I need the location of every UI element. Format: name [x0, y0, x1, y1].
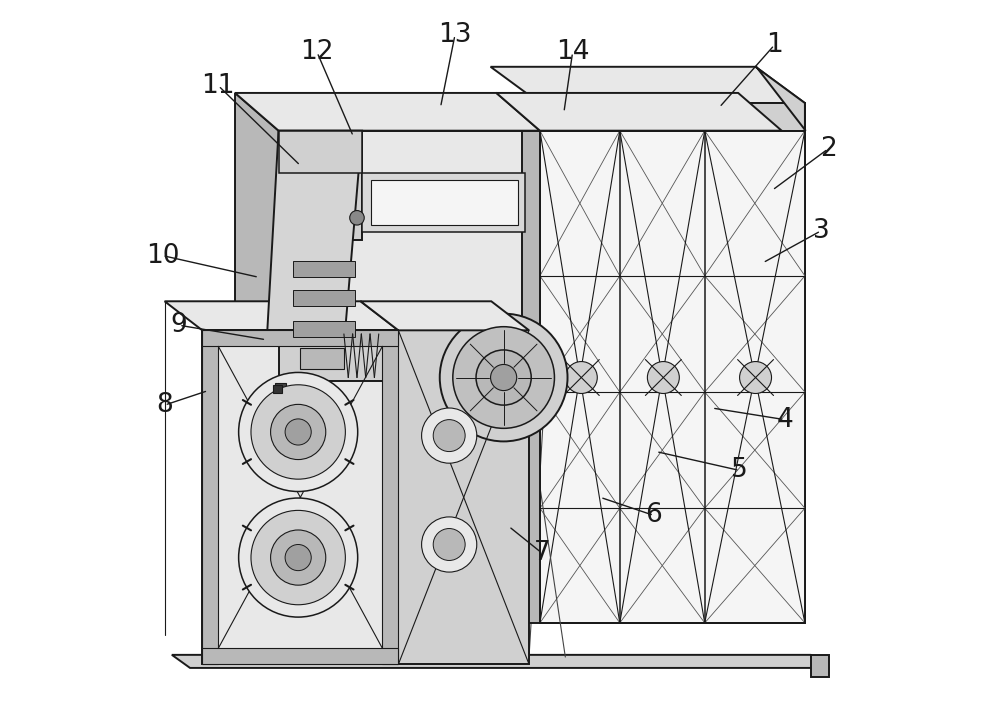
- Text: 1: 1: [766, 32, 783, 58]
- Text: 3: 3: [813, 218, 829, 244]
- Circle shape: [350, 211, 364, 225]
- Circle shape: [433, 529, 465, 560]
- Circle shape: [433, 420, 465, 452]
- Polygon shape: [361, 301, 529, 330]
- Polygon shape: [540, 103, 805, 131]
- Circle shape: [423, 330, 522, 428]
- Circle shape: [440, 314, 568, 441]
- Polygon shape: [491, 94, 805, 131]
- Polygon shape: [371, 180, 518, 225]
- Polygon shape: [491, 67, 805, 103]
- Polygon shape: [275, 383, 286, 393]
- Polygon shape: [279, 330, 398, 381]
- Polygon shape: [279, 131, 540, 613]
- Polygon shape: [300, 348, 344, 369]
- Text: 7: 7: [534, 540, 550, 566]
- Polygon shape: [382, 330, 398, 664]
- Circle shape: [740, 362, 772, 393]
- Circle shape: [647, 362, 679, 393]
- Text: 14: 14: [556, 39, 589, 65]
- Text: 5: 5: [731, 457, 748, 484]
- Polygon shape: [202, 330, 398, 346]
- Circle shape: [285, 419, 311, 445]
- Polygon shape: [202, 648, 398, 664]
- Polygon shape: [361, 301, 398, 664]
- Text: 10: 10: [146, 242, 179, 269]
- Text: 6: 6: [646, 502, 662, 529]
- Polygon shape: [540, 131, 805, 623]
- Polygon shape: [811, 655, 829, 677]
- Text: 12: 12: [300, 39, 334, 65]
- Circle shape: [239, 498, 358, 617]
- Polygon shape: [279, 131, 362, 240]
- Circle shape: [285, 544, 311, 571]
- Circle shape: [251, 385, 345, 479]
- Polygon shape: [293, 261, 355, 277]
- Polygon shape: [293, 290, 355, 306]
- Text: 13: 13: [438, 22, 472, 48]
- Text: 2: 2: [820, 136, 837, 162]
- Circle shape: [565, 362, 597, 393]
- Polygon shape: [165, 301, 398, 330]
- Circle shape: [422, 408, 477, 463]
- Circle shape: [271, 530, 326, 585]
- Polygon shape: [235, 93, 279, 613]
- Polygon shape: [496, 93, 782, 131]
- Text: 4: 4: [776, 407, 793, 433]
- Polygon shape: [522, 131, 540, 623]
- Circle shape: [251, 510, 345, 605]
- Polygon shape: [756, 94, 805, 623]
- Circle shape: [271, 404, 326, 460]
- Circle shape: [491, 364, 517, 391]
- Polygon shape: [362, 173, 525, 232]
- Polygon shape: [293, 321, 355, 337]
- Circle shape: [239, 372, 358, 492]
- Text: 9: 9: [171, 312, 187, 338]
- Polygon shape: [202, 330, 398, 664]
- Polygon shape: [273, 385, 282, 393]
- Polygon shape: [202, 330, 218, 664]
- Polygon shape: [264, 131, 362, 388]
- Circle shape: [453, 327, 554, 428]
- Polygon shape: [756, 67, 806, 131]
- Polygon shape: [172, 655, 829, 668]
- Text: 8: 8: [156, 392, 173, 418]
- Circle shape: [422, 517, 477, 572]
- Circle shape: [476, 350, 531, 405]
- Polygon shape: [398, 330, 529, 664]
- Polygon shape: [279, 131, 362, 173]
- Text: 11: 11: [202, 73, 235, 99]
- Polygon shape: [235, 93, 540, 131]
